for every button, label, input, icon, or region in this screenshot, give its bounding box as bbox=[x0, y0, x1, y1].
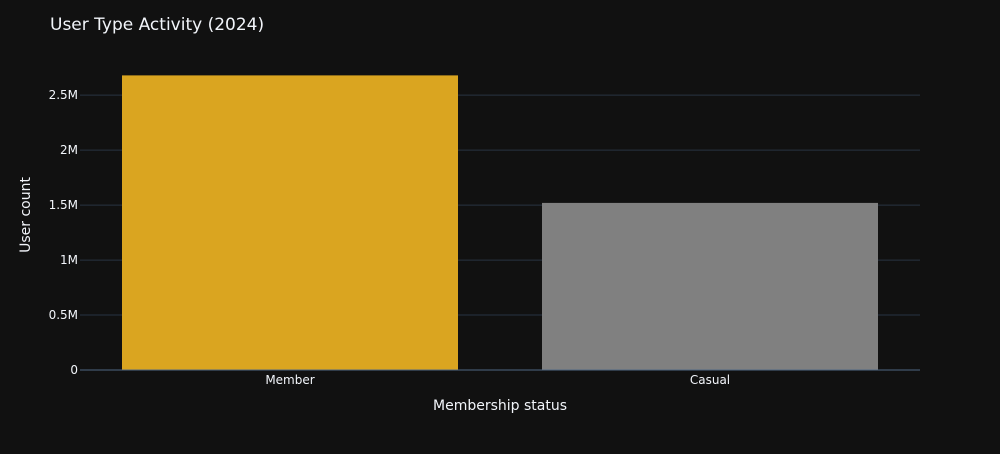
y-tick-label: 0.5M bbox=[49, 308, 78, 322]
y-tick-label: 1M bbox=[60, 253, 78, 267]
chart-title: User Type Activity (2024) bbox=[50, 15, 264, 35]
y-tick-label: 1.5M bbox=[49, 198, 78, 212]
x-tick-label: Casual bbox=[690, 373, 730, 387]
bar-layer bbox=[80, 75, 920, 371]
x-tick-label: Member bbox=[265, 373, 314, 387]
y-axis-ticks: 0 0.5M 1M 1.5M 2M 2.5M bbox=[49, 88, 78, 377]
x-axis-ticks: Member Casual bbox=[265, 373, 730, 387]
bar-member bbox=[122, 75, 458, 370]
y-tick-label: 2M bbox=[60, 143, 78, 157]
y-tick-label: 0 bbox=[70, 363, 78, 377]
y-axis-title: User count bbox=[18, 177, 34, 253]
x-axis-title: Membership status bbox=[433, 398, 567, 414]
y-tick-label: 2.5M bbox=[49, 88, 78, 102]
bar-casual bbox=[542, 202, 878, 370]
